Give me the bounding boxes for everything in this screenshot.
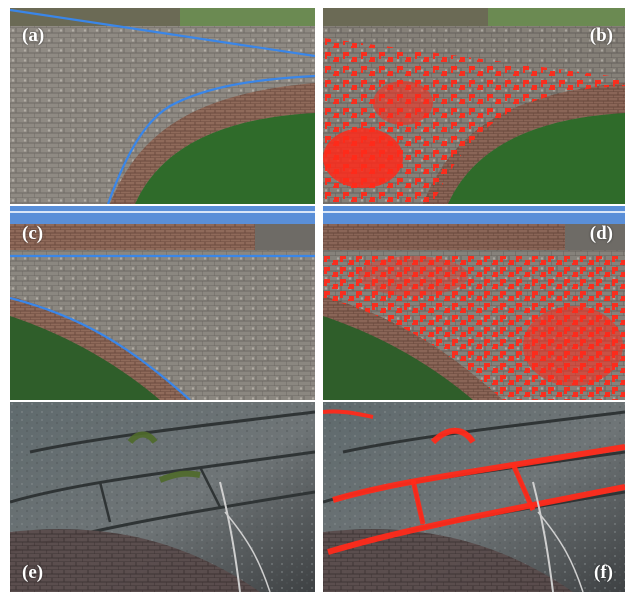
panel-b-image xyxy=(323,8,625,204)
panel-f-detection: (f) xyxy=(323,402,625,592)
panel-e-label: (e) xyxy=(22,562,44,583)
panel-f-image xyxy=(323,402,625,592)
panel-a-image xyxy=(10,8,315,204)
panel-f-label: (f) xyxy=(594,562,613,583)
panel-a-label: (a) xyxy=(22,25,45,46)
panel-c-label: (c) xyxy=(22,223,44,244)
panel-d-label: (d) xyxy=(589,223,613,244)
panel-a-bridge-outline: (a) xyxy=(10,8,315,204)
panel-a-outline-arch xyxy=(106,74,315,204)
panel-d-detection: (d) xyxy=(323,206,625,400)
panel-e-wall-closeup: (e) xyxy=(10,402,315,592)
panel-c-image xyxy=(10,206,315,400)
panel-e-image xyxy=(10,402,315,592)
panel-c-bridge-outline: (c) xyxy=(10,206,315,400)
panel-b-detection: (b) xyxy=(323,8,625,204)
panel-b-label: (b) xyxy=(589,25,613,46)
panel-a-outline-line xyxy=(10,8,315,58)
panel-d-image xyxy=(323,206,625,400)
panel-c-outline-arch xyxy=(10,296,191,400)
